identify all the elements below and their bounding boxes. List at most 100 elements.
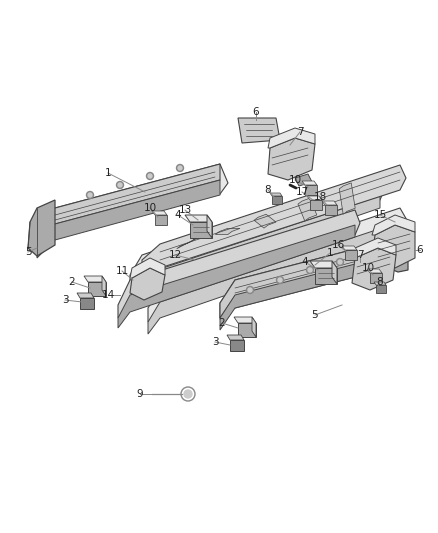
- Text: 4: 4: [302, 257, 308, 267]
- Text: 14: 14: [101, 290, 115, 300]
- Polygon shape: [230, 340, 244, 351]
- Polygon shape: [215, 229, 240, 235]
- Text: 8: 8: [377, 277, 383, 287]
- Polygon shape: [88, 282, 106, 296]
- Circle shape: [88, 193, 92, 197]
- Polygon shape: [339, 183, 355, 214]
- Text: 5: 5: [312, 310, 318, 320]
- Text: 10: 10: [143, 203, 156, 213]
- Polygon shape: [376, 285, 386, 293]
- Polygon shape: [80, 298, 94, 309]
- Polygon shape: [148, 222, 400, 334]
- Polygon shape: [352, 238, 396, 258]
- Text: 7: 7: [357, 250, 363, 260]
- Circle shape: [247, 287, 254, 294]
- Circle shape: [336, 259, 343, 265]
- Polygon shape: [118, 225, 355, 328]
- Circle shape: [148, 174, 152, 178]
- Text: 7: 7: [297, 127, 303, 137]
- Polygon shape: [345, 250, 357, 260]
- Circle shape: [117, 182, 124, 189]
- Polygon shape: [220, 255, 390, 330]
- Polygon shape: [322, 201, 337, 205]
- Polygon shape: [37, 164, 220, 252]
- Polygon shape: [372, 225, 415, 268]
- Polygon shape: [220, 240, 390, 318]
- Polygon shape: [227, 335, 244, 340]
- Polygon shape: [302, 181, 317, 185]
- Text: 12: 12: [168, 250, 182, 260]
- Circle shape: [338, 260, 342, 264]
- Polygon shape: [270, 193, 282, 196]
- Polygon shape: [155, 215, 167, 225]
- Polygon shape: [102, 276, 106, 296]
- Polygon shape: [177, 235, 204, 249]
- Polygon shape: [298, 198, 317, 221]
- Polygon shape: [234, 317, 256, 323]
- Circle shape: [307, 266, 314, 273]
- Polygon shape: [310, 200, 322, 210]
- Polygon shape: [37, 180, 220, 258]
- Polygon shape: [152, 211, 167, 215]
- Polygon shape: [185, 215, 212, 222]
- Polygon shape: [307, 196, 322, 200]
- Polygon shape: [148, 208, 408, 322]
- Polygon shape: [305, 185, 317, 195]
- Circle shape: [118, 183, 122, 187]
- Text: 10: 10: [361, 263, 374, 273]
- Polygon shape: [37, 164, 228, 252]
- Polygon shape: [130, 175, 385, 295]
- Text: 1: 1: [105, 168, 111, 178]
- Text: 2: 2: [69, 277, 75, 287]
- Text: 6: 6: [417, 245, 423, 255]
- Polygon shape: [118, 210, 360, 318]
- Text: 16: 16: [332, 240, 345, 250]
- Polygon shape: [374, 282, 386, 285]
- Text: 1: 1: [327, 248, 333, 258]
- Polygon shape: [130, 196, 380, 306]
- Polygon shape: [238, 323, 256, 337]
- Polygon shape: [207, 215, 212, 238]
- Polygon shape: [372, 215, 415, 235]
- Text: 11: 11: [115, 266, 129, 276]
- Polygon shape: [238, 118, 280, 143]
- Polygon shape: [268, 138, 315, 180]
- Polygon shape: [254, 214, 276, 228]
- Circle shape: [184, 390, 192, 398]
- Circle shape: [278, 278, 282, 282]
- Text: 5: 5: [25, 247, 31, 257]
- Polygon shape: [84, 276, 106, 282]
- Polygon shape: [252, 317, 256, 337]
- Polygon shape: [310, 261, 337, 268]
- Text: 17: 17: [295, 187, 309, 197]
- Polygon shape: [77, 293, 94, 298]
- Text: 8: 8: [265, 185, 271, 195]
- Circle shape: [178, 166, 182, 170]
- Polygon shape: [342, 246, 357, 250]
- Text: 13: 13: [178, 205, 192, 215]
- Polygon shape: [142, 165, 406, 284]
- Polygon shape: [130, 268, 165, 300]
- Polygon shape: [325, 205, 337, 215]
- Text: 10: 10: [289, 175, 301, 185]
- Text: 15: 15: [373, 210, 387, 220]
- Polygon shape: [268, 128, 315, 148]
- Polygon shape: [28, 200, 55, 256]
- Circle shape: [146, 173, 153, 180]
- Text: 18: 18: [313, 192, 327, 202]
- Circle shape: [308, 268, 312, 272]
- Circle shape: [86, 191, 93, 198]
- Circle shape: [276, 277, 283, 284]
- Polygon shape: [190, 222, 212, 238]
- Polygon shape: [220, 240, 400, 318]
- Text: 3: 3: [62, 295, 68, 305]
- Polygon shape: [332, 261, 337, 284]
- Text: 9: 9: [137, 389, 143, 399]
- Text: 6: 6: [253, 107, 259, 117]
- Text: 2: 2: [219, 318, 225, 328]
- Text: 3: 3: [212, 337, 218, 347]
- Polygon shape: [388, 240, 408, 272]
- Polygon shape: [130, 258, 165, 278]
- Polygon shape: [370, 273, 382, 283]
- Circle shape: [248, 288, 252, 292]
